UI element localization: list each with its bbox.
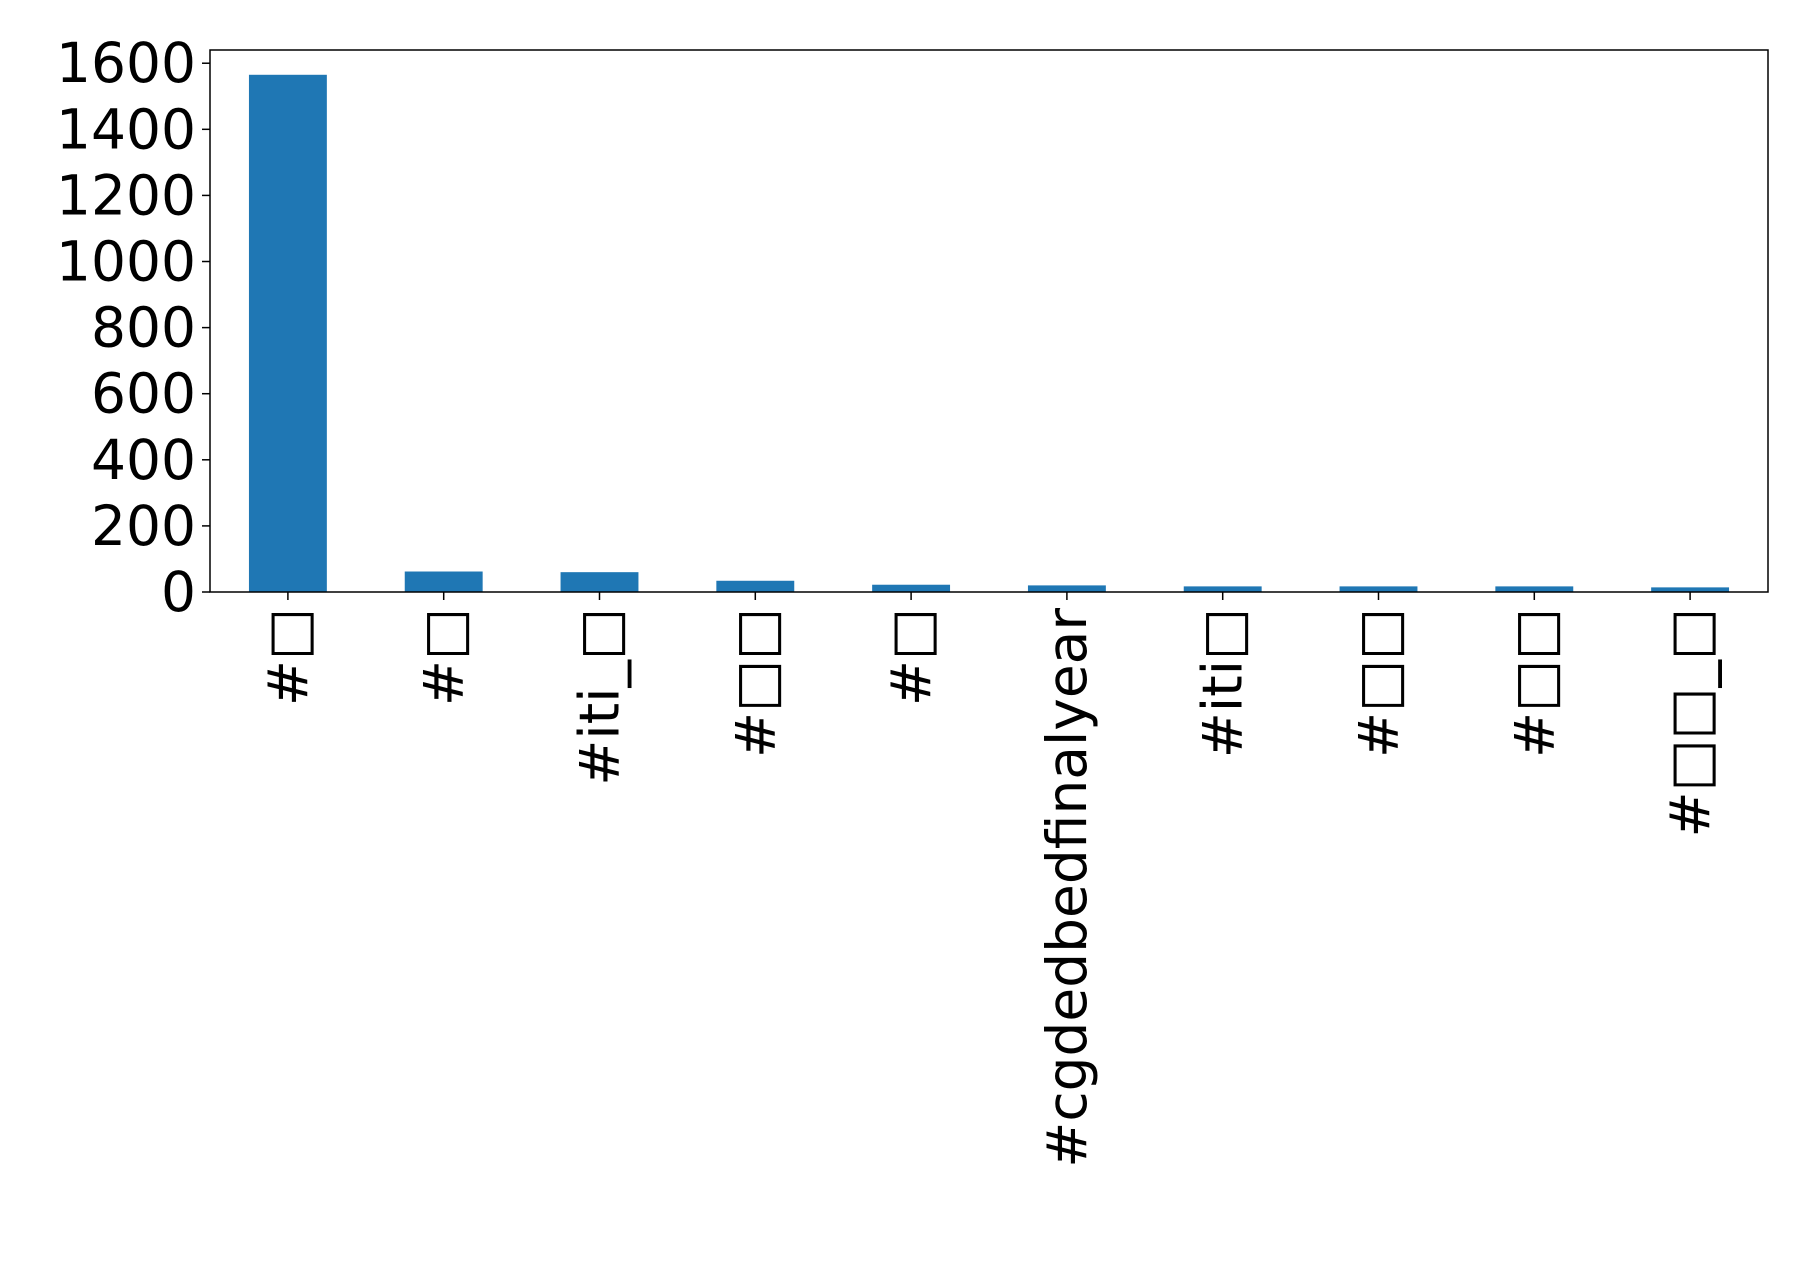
bars-layer (248, 74, 1730, 593)
x-tick-label-7: #□□ (1347, 608, 1411, 758)
x-tick-label-8: #□□ (1502, 608, 1566, 758)
bar-3 (716, 580, 795, 592)
y-tick-label-2: 400 (91, 428, 196, 492)
x-tick-label-6: #iti□ (1191, 608, 1255, 758)
y-tick-label-5: 1000 (56, 230, 196, 294)
bar-2 (560, 572, 639, 592)
x-tick-label-1: #□ (412, 608, 476, 706)
x-tick-label-5: #cgdedbedfinalyear (1035, 608, 1099, 1168)
bar-9 (1651, 587, 1730, 592)
x-tick-label-2: #iti_□ (568, 608, 632, 786)
bar-6 (1183, 586, 1262, 592)
y-tick-label-4: 800 (91, 296, 196, 360)
y-tick-label-1: 200 (91, 494, 196, 558)
bar-1 (404, 571, 483, 592)
y-tick-label-3: 600 (91, 362, 196, 426)
x-tick-label-0: #□ (256, 608, 320, 706)
x-tick-label-9: #□□_□ (1658, 608, 1722, 837)
bar-5 (1027, 585, 1106, 592)
y-tick-label-6: 1200 (56, 163, 196, 227)
y-tick-label-0: 0 (161, 560, 196, 624)
y-tick-label-8: 1600 (56, 31, 196, 95)
plot-frame (209, 49, 1769, 593)
bar-7 (1339, 586, 1418, 592)
x-tick-label-4: #□ (879, 608, 943, 706)
y-tick-label-7: 1400 (56, 97, 196, 161)
x-axis: #□ #□ #iti_□ #□□ #□ #cgdedbedfinalyear #iti□ #□… (256, 592, 1722, 1168)
bar-8 (1495, 586, 1574, 592)
bar-4 (872, 584, 951, 592)
bar-0 (248, 74, 327, 593)
x-tick-label-3: #□□ (723, 608, 787, 758)
